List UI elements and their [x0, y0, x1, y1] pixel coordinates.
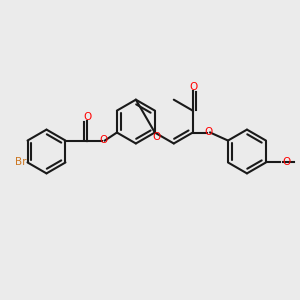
Text: O: O — [99, 135, 107, 145]
Text: O: O — [83, 112, 92, 122]
Text: O: O — [152, 132, 160, 142]
Text: Br: Br — [14, 158, 26, 167]
Text: O: O — [282, 157, 290, 167]
Text: O: O — [205, 127, 213, 136]
Text: O: O — [189, 82, 197, 92]
